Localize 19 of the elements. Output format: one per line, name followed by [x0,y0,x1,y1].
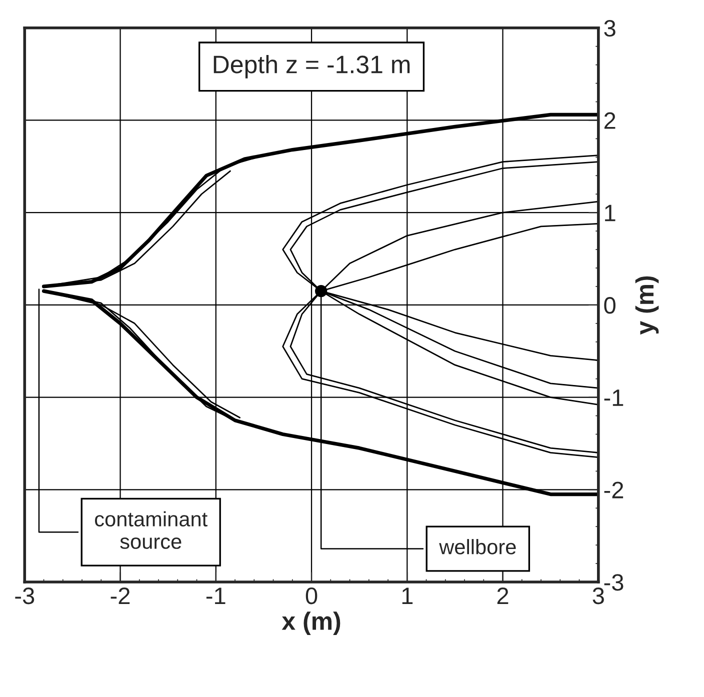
x-tick-label: 3 [592,587,604,604]
y-tick-label: 0 [604,297,616,314]
y-tick-label: -2 [604,482,624,498]
y-tick-label: 1 [605,204,616,222]
annotation: contaminant source [95,511,208,549]
x-tick-label: -1 [206,588,226,604]
x-tick-label: 0 [306,587,318,604]
annotation: wellbore [439,539,516,554]
y-axis-title: y (m) [635,276,659,335]
x-tick-label: -3 [15,587,34,604]
x-tick-label: 2 [497,587,508,604]
x-axis-title: x (m) [282,612,340,635]
y-tick-label: 3 [604,20,616,37]
x-tick-label: 1 [402,588,413,604]
y-tick-label: -3 [604,574,624,591]
annotation: Depth z = -1.31 m [214,55,410,78]
y-tick-label: 2 [604,112,616,129]
x-tick-label: -2 [110,587,130,604]
y-tick-label: -1 [604,390,624,406]
